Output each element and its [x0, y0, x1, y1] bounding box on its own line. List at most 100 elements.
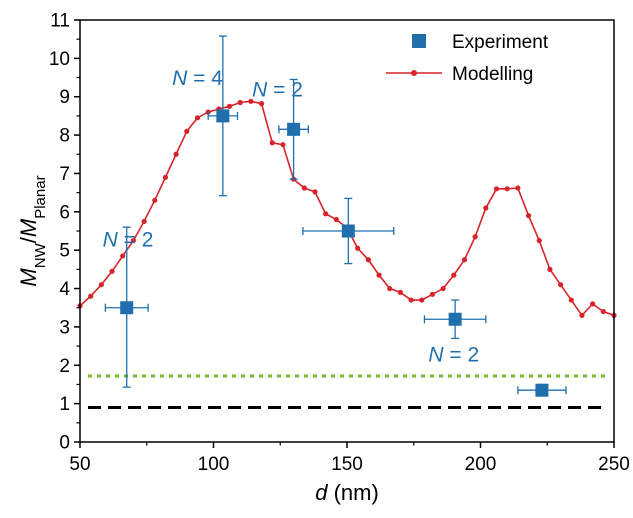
- experiment-point: [448, 312, 462, 326]
- y-axis-title: MNW/MPlanar: [16, 175, 49, 286]
- modelling-point: [184, 128, 190, 134]
- modelling-point: [429, 291, 436, 297]
- annotations: N = 2N = 4N = 2N = 2: [103, 67, 480, 366]
- modelling-point: [408, 297, 414, 303]
- annotation-value: = 4: [187, 67, 223, 90]
- legend: Experiment Modelling: [386, 32, 549, 85]
- modelling-point: [451, 272, 457, 278]
- experiment-point: [341, 224, 355, 238]
- modelling-point: [237, 99, 243, 106]
- annotation-var: N: [428, 343, 444, 366]
- x-tick-label: 150: [331, 454, 363, 475]
- x-axis-var: d: [315, 480, 328, 505]
- experiment-point: [216, 109, 230, 123]
- modelling-point: [600, 308, 606, 315]
- modelling-point: [558, 282, 564, 288]
- x-tick-label: 250: [598, 454, 630, 475]
- reference-lines: [88, 374, 608, 409]
- modelling-point: [493, 186, 500, 192]
- y-tick-label: 5: [59, 241, 70, 262]
- y-axis-slash: /: [16, 236, 41, 243]
- modelling-point: [141, 218, 147, 225]
- y-tick-label: 4: [59, 279, 70, 300]
- modelling-point: [152, 197, 158, 203]
- y-axis-var1: M: [16, 268, 41, 287]
- annotation-n2b: N = 2: [252, 79, 303, 102]
- annotation-value: = 2: [267, 79, 303, 102]
- modelling-point: [301, 185, 307, 191]
- modelling-point: [226, 103, 233, 109]
- annotation-n2a: N = 2: [103, 228, 154, 251]
- modelling-point: [269, 140, 275, 146]
- modelling-point: [376, 272, 382, 278]
- modelling-point: [579, 312, 585, 318]
- modelling-point: [162, 174, 169, 180]
- annotation-var: N: [172, 67, 188, 90]
- modelling-point: [387, 285, 393, 292]
- experiment-point: [120, 301, 134, 315]
- y-tick-label: 9: [59, 87, 70, 108]
- modelling-point: [280, 142, 286, 148]
- modelling-point: [120, 253, 126, 259]
- y-tick-label: 10: [49, 49, 70, 70]
- modelling-point: [323, 211, 329, 217]
- modelling-point: [98, 282, 104, 288]
- annotation-value: = 2: [444, 343, 480, 366]
- y-tick-label: 7: [59, 164, 70, 185]
- x-tick-label: 100: [198, 454, 230, 475]
- modelling-point: [173, 151, 179, 157]
- legend-experiment-label: Experiment: [452, 32, 549, 53]
- modelling-point: [525, 213, 532, 219]
- axis-ticks: [74, 19, 615, 448]
- modelling-point: [590, 301, 596, 307]
- modelling-point: [504, 186, 510, 192]
- modelling-point: [333, 216, 339, 223]
- modelling-point: [472, 234, 478, 240]
- x-axis-unit: (nm): [327, 480, 378, 505]
- y-axis-sub2: Planar: [32, 175, 49, 218]
- legend-experiment-marker: [412, 34, 426, 48]
- legend-modelling-label: Modelling: [452, 64, 533, 85]
- annotation-n2c: N = 2: [428, 343, 479, 366]
- modelling-point: [312, 189, 318, 195]
- x-axis-title: d (nm): [315, 480, 379, 505]
- modelling-point: [258, 101, 265, 107]
- experiment-point: [287, 122, 301, 136]
- y-axis-var2: M: [16, 218, 41, 237]
- modelling-point: [547, 266, 553, 272]
- modelling-series: [77, 98, 617, 318]
- modelling-point: [397, 289, 403, 295]
- annotation-var: N: [252, 79, 268, 102]
- y-tick-label: 6: [59, 202, 70, 223]
- tick-labels: 50 100 150 200 250 0 1 2 3 4 5 6 7 8 9 10 11: [49, 11, 630, 476]
- annotation-var: N: [103, 228, 119, 251]
- modelling-point: [536, 237, 542, 244]
- y-tick-label: 1: [59, 394, 70, 415]
- y-tick-label: 3: [59, 317, 70, 338]
- x-tick-label: 50: [69, 454, 90, 475]
- modelling-point: [194, 115, 201, 121]
- y-tick-label: 2: [59, 356, 70, 377]
- modelling-point: [483, 205, 489, 211]
- modelling-point: [88, 293, 94, 299]
- modelling-point: [365, 257, 371, 263]
- x-tick-label: 200: [465, 454, 497, 475]
- modelling-point: [568, 297, 574, 303]
- y-tick-label: 0: [59, 433, 70, 454]
- experiment-series: [104, 35, 567, 397]
- annotation-value: = 2: [118, 228, 154, 251]
- modelling-point: [355, 245, 361, 251]
- modelling-line: [79, 100, 615, 317]
- modelling-point: [109, 268, 115, 274]
- modelling-point: [515, 185, 521, 191]
- modelling-point: [461, 257, 468, 263]
- modelling-point: [130, 237, 136, 244]
- y-tick-label: 8: [59, 126, 70, 147]
- modelling-point: [419, 297, 425, 303]
- modelling-point: [248, 98, 254, 104]
- y-tick-label: 11: [50, 11, 70, 32]
- experiment-point: [535, 383, 549, 397]
- modelling-point: [440, 285, 446, 292]
- legend-modelling-marker: [411, 70, 417, 76]
